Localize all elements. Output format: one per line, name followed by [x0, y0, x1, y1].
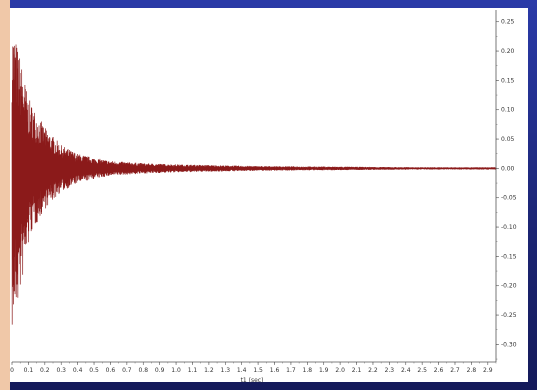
- y-tick-label: 0.15: [501, 77, 515, 84]
- waveform-series: [11, 44, 497, 325]
- y-tick-label: 0.00: [501, 165, 515, 172]
- x-tick-label: 1.4: [237, 367, 247, 374]
- y-tick-label: -0.05: [501, 195, 517, 202]
- y-tick-label: 0.05: [501, 136, 515, 143]
- x-tick-label: 0.3: [56, 367, 66, 374]
- left-edge-strip: [0, 0, 10, 390]
- x-tick-label: 2.3: [385, 367, 395, 374]
- chart-panel: [10, 8, 528, 382]
- y-tick-label: 0.20: [501, 48, 515, 55]
- x-tick-label: 1.9: [319, 367, 329, 374]
- x-tick-label: 1.0: [171, 367, 181, 374]
- y-tick-label: -0.15: [501, 253, 517, 260]
- x-tick-label: 2.1: [352, 367, 362, 374]
- x-tick-label: 2.2: [368, 367, 378, 374]
- x-tick-label: 1.2: [204, 367, 214, 374]
- x-tick-label: 0.2: [40, 367, 50, 374]
- x-tick-label: 0.9: [155, 367, 165, 374]
- x-tick-label: 0.6: [106, 367, 116, 374]
- x-tick-label: 1.5: [253, 367, 263, 374]
- y-axis: 0.25 0.20 0.15 0.10 0.05 0.00 -0.05 -0.10 -0.15 -…: [495, 10, 517, 362]
- x-tick-label: 0.8: [138, 367, 148, 374]
- x-tick-label: 0.7: [122, 367, 132, 374]
- x-tick-label: 2.5: [417, 367, 427, 374]
- x-tick-label: 0.4: [73, 367, 83, 374]
- x-tick-label: 0: [10, 367, 14, 374]
- x-axis: 0 0.1 0.2 0.3 0.4 0.5 0.6 0.7 0.8 0.9 1.0 1.1 1.2 1.3…: [10, 361, 497, 374]
- x-tick-label: 1.6: [270, 367, 280, 374]
- y-tick-label: -0.20: [501, 283, 517, 290]
- x-axis-label: t1 (sec): [241, 377, 264, 384]
- y-tick-label: -0.30: [501, 341, 517, 348]
- y-tick-label: -0.10: [501, 224, 517, 231]
- x-tick-label: 2.9: [483, 367, 493, 374]
- x-tick-label: 0.5: [89, 367, 99, 374]
- y-tick-label: -0.25: [501, 312, 517, 319]
- x-tick-label: 2.0: [335, 367, 345, 374]
- x-tick-label: 2.6: [434, 367, 444, 374]
- x-tick-label: 0.1: [24, 367, 34, 374]
- x-tick-label: 1.3: [221, 367, 231, 374]
- plot-area: [11, 44, 497, 325]
- x-tick-label: 1.7: [286, 367, 296, 374]
- y-tick-label: 0.10: [501, 107, 515, 114]
- x-tick-label: 1.8: [303, 367, 313, 374]
- x-tick-label: 2.4: [401, 367, 411, 374]
- x-tick-label: 2.7: [450, 367, 460, 374]
- y-tick-label: 0.25: [501, 19, 515, 26]
- x-tick-label: 2.8: [467, 367, 477, 374]
- x-tick-label: 1.1: [188, 367, 198, 374]
